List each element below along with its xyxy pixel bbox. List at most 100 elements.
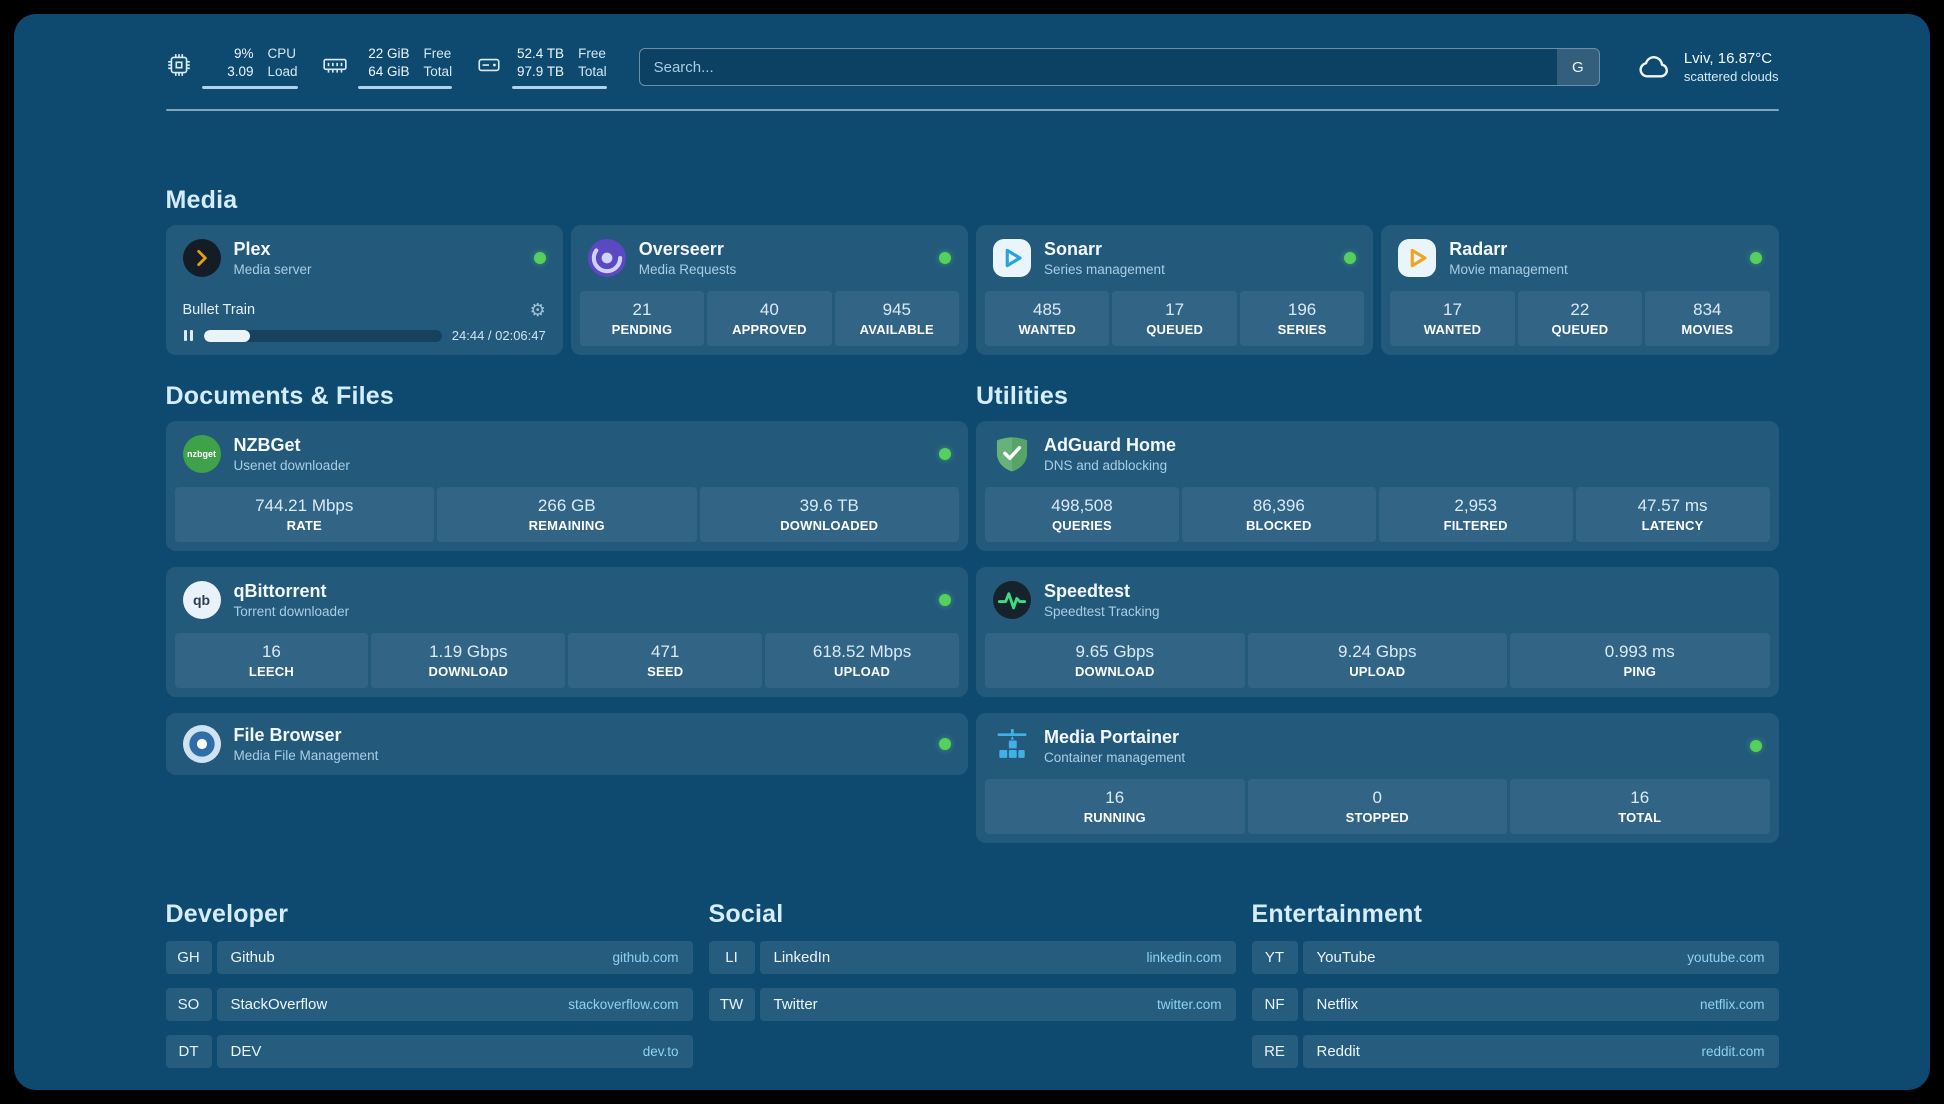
app-card-qbittorrent[interactable]: qb qBittorrent Torrent downloader 16 LEEC… [165,567,968,697]
memory-total: 64 GiB [368,64,410,79]
stat-downloaded: 39.6 TB DOWNLOADED [699,487,959,542]
app-name: Plex [233,239,271,259]
app-subtitle: Torrent downloader [233,604,350,619]
bookmark-stackoverflow[interactable]: SO StackOverflow stackoverflow.com [165,988,693,1021]
playback-progress-bar[interactable] [203,329,442,342]
disk-metric: 52.4 TB Free 97.9 TB Total [476,45,607,89]
bookmark-abbr: LI [708,941,755,974]
search-engine-button[interactable]: G [1556,49,1599,85]
bookmark-twitter[interactable]: TW Twitter twitter.com [708,988,1236,1021]
app-card-sonarr[interactable]: Sonarr Series management 485 WANTED 17 QUE… [976,225,1374,355]
cpu-usage: 9% [233,46,254,61]
bookmark-abbr: RE [1251,1035,1298,1068]
stat-total: 16 TOTAL [1510,779,1770,834]
section-title-utilities: Utilities [976,382,1069,410]
app-subtitle: Container management [1044,750,1186,765]
stat-leech: 16 LEECH [174,633,369,688]
filebrowser-icon [182,725,221,763]
ram-icon [322,52,348,78]
stat-latency: 47.57 ms LATENCY [1575,487,1770,542]
stat-download: 1.19 Gbps DOWNLOAD [371,633,566,688]
app-card-nzbget[interactable]: nzbget NZBGet Usenet downloader 744.21 M… [165,421,968,551]
gear-icon[interactable]: ⚙ [529,300,546,320]
stat-available: 945 AVAILABLE [834,291,960,346]
bookmark-name: DEV [230,1043,262,1060]
portainer-icon [993,727,1031,765]
search-input[interactable] [639,49,1557,85]
stat-download: 9.65 Gbps DOWNLOAD [985,633,1245,688]
app-name: NZBGet [233,435,301,455]
media-grid: Plex Media server Bullet Train ⚙ 24:44 /… [165,225,1779,355]
disk-icon [476,52,502,78]
app-card-portainer[interactable]: Media Portainer Container management 16 R… [976,713,1779,843]
stat-filtered: 2,953 FILTERED [1378,487,1573,542]
stat-seed: 471 SEED [568,633,763,688]
bookmark-youtube[interactable]: YT YouTube youtube.com [1251,941,1779,974]
weather-widget: Lviv, 16.87°C scattered clouds [1636,49,1779,85]
app-card-plex[interactable]: Plex Media server Bullet Train ⚙ 24:44 /… [165,225,563,355]
status-dot [1344,252,1357,264]
section-title-documents: Documents & Files [165,382,394,410]
stat-movies: 834 MOVIES [1645,291,1770,346]
bookmark-netflix[interactable]: NF Netflix netflix.com [1251,988,1779,1021]
app-subtitle: Movie management [1449,262,1568,277]
app-card-overseerr[interactable]: Overseerr Media Requests 21 PENDING 40 APP… [570,225,968,355]
stat-wanted: 17 WANTED [1390,291,1515,346]
app-subtitle: Usenet downloader [233,458,350,473]
app-subtitle: Media Requests [638,262,737,277]
stat-series: 196 SERIES [1239,291,1365,346]
bookmark-abbr: GH [165,941,212,974]
bookmarks-social: Social LI LinkedIn linkedin.com TW Twitt… [708,899,1236,1068]
stat-running: 16 RUNNING [985,779,1245,834]
memory-usage-bar [357,86,453,89]
bookmark-name: LinkedIn [773,949,831,966]
bookmark-domain: stackoverflow.com [568,997,679,1012]
section-title-developer: Developer [165,900,289,928]
app-card-adguard-home[interactable]: AdGuard Home DNS and adblocking 498,508 Q… [976,421,1779,551]
status-dot [939,252,951,264]
bookmark-domain: dev.to [642,1044,679,1059]
stat-rate: 744.21 Mbps RATE [174,487,434,542]
stat-ping: 0.993 ms PING [1510,633,1770,688]
bookmark-name: StackOverflow [230,996,328,1013]
app-card-filebrowser[interactable]: File Browser Media File Management [165,713,968,775]
bookmark-domain: youtube.com [1687,950,1765,965]
bookmark-github[interactable]: GH Github github.com [165,941,693,974]
memory-metric: 22 GiB Free 64 GiB Total [322,45,453,89]
stat-upload: 9.24 Gbps UPLOAD [1247,633,1507,688]
stat-queries: 498,508 QUERIES [985,487,1179,542]
adguard-icon [993,435,1031,473]
app-name: Speedtest [1044,581,1131,601]
stat-upload: 618.52 Mbps UPLOAD [765,633,959,688]
plex-icon [182,239,221,277]
app-name: Media Portainer [1044,727,1180,747]
status-dot [939,738,951,750]
documents-column: nzbget NZBGet Usenet downloader 744.21 M… [165,421,968,775]
sonarr-icon [993,239,1031,277]
bookmark-abbr: YT [1251,941,1298,974]
bookmark-domain: twitter.com [1156,997,1222,1012]
weather-summary: Lviv, 16.87°C [1683,50,1773,67]
pause-icon[interactable] [183,329,194,342]
bookmark-name: Github [230,949,275,966]
bookmark-dev[interactable]: DT DEV dev.to [165,1035,693,1068]
bookmarks: Developer GH Github github.com SO StackO… [165,899,1779,1068]
bookmark-reddit[interactable]: RE Reddit reddit.com [1251,1035,1779,1068]
status-dot [939,594,951,606]
bookmark-abbr: SO [165,988,212,1021]
bookmark-abbr: NF [1251,988,1298,1021]
app-name: File Browser [233,725,342,745]
app-card-speedtest[interactable]: Speedtest Speedtest Tracking 9.65 Gbps DO… [976,567,1779,697]
section-title-entertainment: Entertainment [1251,900,1423,928]
bookmark-domain: reddit.com [1701,1044,1765,1059]
nzbget-icon: nzbget [182,435,221,473]
section-title-social: Social [708,900,784,928]
app-card-radarr[interactable]: Radarr Movie management 17 WANTED 22 QUEUE… [1381,225,1779,355]
bookmark-domain: netflix.com [1699,997,1765,1012]
section-title-media: Media [165,186,238,214]
stat-stopped: 0 STOPPED [1247,779,1507,834]
system-metrics: 9% CPU 3.09 Load 22 GiB Free 64 GiB Total [166,45,607,89]
bookmark-linkedin[interactable]: LI LinkedIn linkedin.com [708,941,1236,974]
speedtest-icon [993,581,1031,619]
bookmark-name: Netflix [1316,996,1359,1013]
